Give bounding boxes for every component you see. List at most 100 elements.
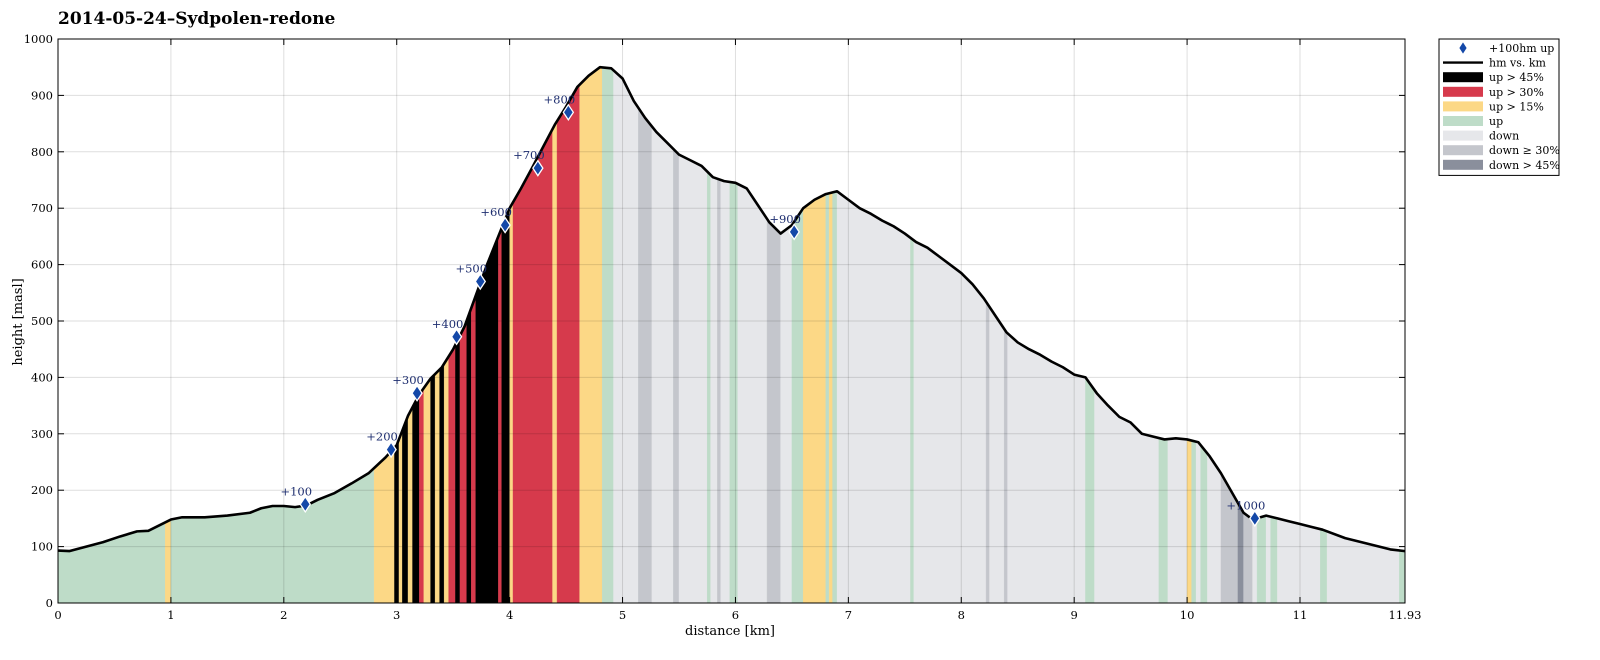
marker-label: +100 bbox=[280, 484, 312, 498]
segment-band-up45 bbox=[466, 307, 472, 604]
segment-band-down30 bbox=[985, 301, 990, 604]
segment-band-up15 bbox=[165, 519, 172, 604]
segment-band-up15 bbox=[443, 355, 449, 604]
x-tick-label: 7 bbox=[845, 608, 852, 622]
segment-band-up30 bbox=[556, 84, 580, 604]
legend-swatch-up bbox=[1443, 116, 1483, 126]
segment-band-up15 bbox=[398, 430, 403, 604]
y-tick-label: 300 bbox=[31, 427, 53, 441]
legend-swatch-down bbox=[1443, 130, 1483, 141]
marker-diamond bbox=[562, 103, 575, 121]
y-tick-label: 900 bbox=[31, 88, 53, 102]
segment-band-up15 bbox=[509, 201, 514, 604]
x-tick-label: 1 bbox=[167, 608, 174, 622]
marker-diamond bbox=[532, 159, 544, 177]
segment-band-up30 bbox=[419, 387, 425, 604]
segment-band-up15 bbox=[552, 120, 558, 604]
y-tick-label: 200 bbox=[31, 483, 53, 497]
marker-diamond bbox=[499, 216, 511, 234]
marker-label: +500 bbox=[455, 262, 487, 276]
marker-group: +100 +200 +300 +400 +500 +600 +700 +800 +900 +100… bbox=[280, 92, 1265, 528]
grid-lines bbox=[58, 39, 1405, 603]
legend-label: up > 15% bbox=[1489, 100, 1544, 113]
profile-line-group bbox=[57, 65, 1406, 553]
segment-band-down bbox=[651, 125, 674, 604]
marker-label: +400 bbox=[432, 317, 464, 331]
marker-label: +700 bbox=[513, 148, 545, 162]
axes: 0 1 2 3 4 5 6 7 8 9 10 11 11.93 0 100 200 300 400 500 600 70… bbox=[24, 32, 1422, 622]
segment-band-up bbox=[729, 181, 738, 604]
marker-diamond bbox=[1249, 509, 1261, 528]
segment-band-up bbox=[1191, 440, 1197, 604]
legend-label: up > 30% bbox=[1489, 86, 1544, 99]
segment-band-up15 bbox=[803, 193, 826, 604]
segment-band-up30 bbox=[459, 320, 467, 604]
chart-title: 2014-05-24–Sydpolen-redone bbox=[58, 9, 336, 29]
segment-band-up bbox=[707, 171, 711, 604]
segment-band-up30 bbox=[471, 295, 476, 604]
segment-band-down30 bbox=[1220, 472, 1239, 604]
legend-label: hm vs. km bbox=[1489, 57, 1547, 70]
x-tick-label: 6 bbox=[732, 608, 739, 622]
segment-band-up bbox=[791, 207, 804, 604]
x-tick-label: 5 bbox=[619, 608, 626, 622]
marker-label: +800 bbox=[544, 92, 576, 106]
legend-label: down bbox=[1489, 130, 1519, 143]
segment-band-down bbox=[913, 239, 987, 604]
marker-label: +200 bbox=[366, 430, 398, 444]
segment-band-up bbox=[1256, 515, 1267, 604]
segment-band-up15 bbox=[373, 447, 395, 604]
segment-band-down bbox=[1252, 519, 1258, 604]
y-tick-label: 400 bbox=[31, 370, 53, 384]
segment-band-down bbox=[720, 179, 731, 604]
marker-diamond bbox=[385, 440, 397, 459]
x-axis-label: distance [km] bbox=[685, 624, 775, 639]
segment-band-down30 bbox=[1243, 512, 1253, 604]
segment-band-up bbox=[170, 503, 309, 604]
segment-band-up15 bbox=[434, 369, 440, 604]
segment-band-down30 bbox=[1003, 328, 1008, 604]
segment-band-down bbox=[1195, 441, 1201, 604]
x-tick-label: 4 bbox=[506, 608, 513, 622]
x-tick-label: 10 bbox=[1180, 608, 1195, 622]
marker-diamond bbox=[788, 223, 800, 241]
segment-band-up45 bbox=[455, 335, 461, 604]
y-tick-label: 600 bbox=[31, 258, 53, 272]
legend-label: down > 45% bbox=[1489, 159, 1560, 172]
segment-band-down bbox=[737, 183, 768, 604]
y-axis-label: height [masl] bbox=[11, 278, 26, 365]
marker-diamond bbox=[411, 384, 423, 402]
y-tick-label: 100 bbox=[31, 540, 53, 554]
profile-line bbox=[57, 65, 1406, 553]
segment-band-up bbox=[1200, 444, 1208, 604]
segment-band-down45 bbox=[1237, 502, 1244, 604]
x-tick-label: 11 bbox=[1293, 608, 1308, 622]
segment-band-up45 bbox=[501, 208, 510, 604]
marker-diamond bbox=[474, 272, 487, 291]
segment-band-up30 bbox=[448, 344, 456, 604]
marker-label: +300 bbox=[392, 373, 424, 387]
marker-diamond bbox=[450, 328, 463, 346]
legend-label: up bbox=[1489, 115, 1503, 128]
segment-band-up45 bbox=[439, 362, 445, 604]
segment-band-up30 bbox=[512, 128, 553, 604]
segment-band-down30 bbox=[673, 148, 680, 604]
y-tick-label: 1000 bbox=[24, 32, 53, 46]
segment-band-down bbox=[989, 306, 1005, 604]
segment-band-up15 bbox=[828, 192, 833, 604]
marker-label: +900 bbox=[769, 212, 801, 226]
segment-band-down bbox=[613, 69, 639, 604]
x-tick-label: 8 bbox=[958, 608, 965, 622]
x-tick-label: 0 bbox=[54, 608, 61, 622]
segment-band-down30 bbox=[766, 218, 781, 604]
legend-marker-swatch bbox=[1458, 40, 1468, 56]
segment-band-down bbox=[710, 174, 718, 604]
segment-band-up bbox=[602, 67, 614, 604]
segment-band-up bbox=[57, 522, 166, 604]
segment-band-up bbox=[1158, 437, 1169, 604]
legend-label: +100hm up bbox=[1489, 42, 1554, 55]
marker-label: +600 bbox=[480, 205, 512, 219]
segment-band-down30 bbox=[638, 107, 653, 604]
x-tick-label: 3 bbox=[393, 608, 400, 622]
